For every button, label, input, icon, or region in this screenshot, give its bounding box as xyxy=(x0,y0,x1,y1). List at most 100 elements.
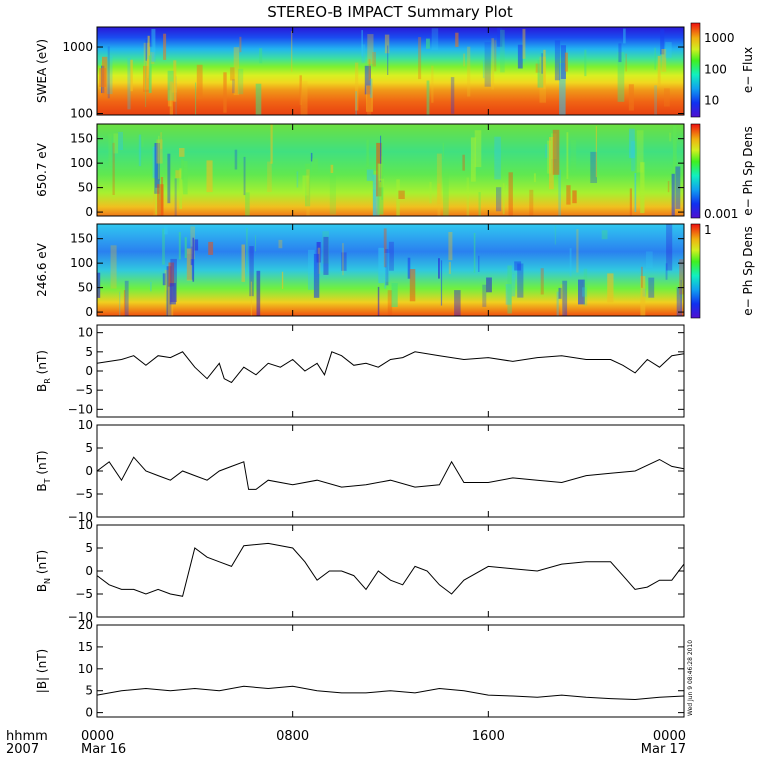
spectrogram-streak xyxy=(174,178,177,216)
y-axis-label: BR (nT) xyxy=(35,350,52,392)
spectrogram-streak xyxy=(296,171,299,188)
spectrogram-streak xyxy=(583,268,588,306)
spectrogram-streak xyxy=(566,132,569,180)
spectrogram-streak xyxy=(300,80,308,115)
y-tick-label: 5 xyxy=(85,441,93,455)
spectrogram-streak xyxy=(313,253,320,298)
spectrogram-streak xyxy=(426,38,430,49)
spectrogram-streak xyxy=(431,65,434,103)
spectrogram-streak xyxy=(661,49,667,72)
spectrogram-streak xyxy=(195,82,197,115)
spectrogram-streak xyxy=(442,142,445,160)
spectrogram-streak xyxy=(364,65,371,95)
y-tick-label: 0 xyxy=(85,305,93,319)
spectrogram-streak xyxy=(657,55,661,86)
spectrogram-streak xyxy=(108,134,112,167)
spectrogram-streak xyxy=(112,142,115,195)
spectrogram-streak xyxy=(667,181,670,193)
spectrogram-streak xyxy=(377,286,380,316)
pad246-spectrogram xyxy=(97,224,684,316)
spectrogram-streak xyxy=(378,247,384,284)
spectrogram-streak xyxy=(437,183,441,216)
spectrogram-streak xyxy=(462,154,465,171)
spectrogram-streak xyxy=(302,175,309,196)
spectrogram-streak xyxy=(130,59,133,92)
spectrogram-streak xyxy=(175,170,182,179)
spectrogram-streak xyxy=(505,185,507,196)
spectrogram-streak xyxy=(554,226,557,245)
spectrogram-streak xyxy=(554,40,561,81)
x-tick-label: 0800 xyxy=(276,729,309,744)
spectrogram-streak xyxy=(679,259,684,295)
run-timestamp: Wed Jun 9 08:46:28 2010 xyxy=(687,640,694,716)
spectrogram-streak xyxy=(372,52,376,67)
spectrogram-streak xyxy=(378,163,382,181)
spectrogram-streak xyxy=(450,77,455,114)
spectrogram-streak xyxy=(124,280,129,316)
spectrogram-streak xyxy=(169,283,176,305)
spectrogram-streak xyxy=(145,39,147,61)
spectrogram-streak xyxy=(190,246,193,266)
colorbar-tick-label: 1000 xyxy=(704,31,735,45)
spectrogram-streak xyxy=(473,233,476,273)
y-tick-label: 15 xyxy=(78,640,93,654)
y-tick-label: 100 xyxy=(70,156,93,170)
spectrogram-streak xyxy=(316,242,321,263)
spectrogram-streak xyxy=(391,283,398,307)
year-label: 2007 xyxy=(6,742,39,757)
spectrogram-streak xyxy=(312,158,318,173)
spectrogram-streak xyxy=(478,255,480,272)
spectrogram-streak xyxy=(407,257,411,279)
y-tick-label: 10 xyxy=(78,518,93,532)
spectrogram-streak xyxy=(641,266,643,288)
x-tick-label: 0000 xyxy=(81,729,114,744)
spectrogram-streak xyxy=(640,276,646,316)
bt-frame xyxy=(96,424,685,518)
spectrogram-streak xyxy=(170,258,177,302)
spectrogram-streak xyxy=(562,280,568,316)
spectrogram-streak xyxy=(418,37,422,80)
spectrogram-streak xyxy=(387,290,393,316)
spectrogram-streak xyxy=(443,172,449,216)
spectrogram-streak xyxy=(576,229,579,273)
spectrogram-streak xyxy=(308,249,315,290)
spectrogram-streak xyxy=(517,44,523,69)
y-tick-label: 50 xyxy=(78,181,93,195)
x-date-label: Mar 17 xyxy=(641,742,686,757)
spectrogram-streak xyxy=(372,174,380,216)
bn-frame xyxy=(96,524,685,618)
spectrogram-streak xyxy=(537,60,544,88)
y-tick-label: −5 xyxy=(75,383,93,397)
spectrogram-streak xyxy=(384,267,387,289)
spectrogram-streak xyxy=(179,168,183,209)
pad246-variation xyxy=(97,224,684,316)
pad650-frame xyxy=(96,123,685,217)
spectrogram-streak xyxy=(636,130,644,173)
spectrogram-streak xyxy=(366,139,369,168)
spectrogram-streak xyxy=(270,124,273,164)
pad650-variation xyxy=(108,124,681,216)
y-tick-label: 100 xyxy=(70,107,93,121)
y-tick-label: −10 xyxy=(68,510,93,524)
spectrogram-streak xyxy=(367,85,372,115)
spectrogram-streak xyxy=(107,46,110,99)
bt-series-line xyxy=(96,456,685,490)
spectrogram-streak xyxy=(664,88,670,107)
y-axis-label: |B| (nT) xyxy=(35,649,49,693)
pad650-spectrogram xyxy=(97,124,684,216)
spectrogram-streak xyxy=(246,228,248,272)
spectrogram-streak xyxy=(367,34,374,64)
spectrogram-streak xyxy=(151,28,156,62)
y-tick-label: −5 xyxy=(75,487,93,501)
spectrogram-streak xyxy=(233,47,240,96)
pad650-panel xyxy=(96,123,685,217)
spectrogram-streak xyxy=(237,68,244,95)
spectrogram-streak xyxy=(329,174,336,215)
y-tick-label: 0 xyxy=(85,205,93,219)
spectrogram-streak xyxy=(482,284,487,307)
y-tick-label: 5 xyxy=(85,541,93,555)
pad246-frame xyxy=(96,223,685,317)
spectrogram-streak xyxy=(648,277,655,298)
spectrogram-streak xyxy=(169,81,173,115)
spectrogram-streak xyxy=(669,132,672,142)
